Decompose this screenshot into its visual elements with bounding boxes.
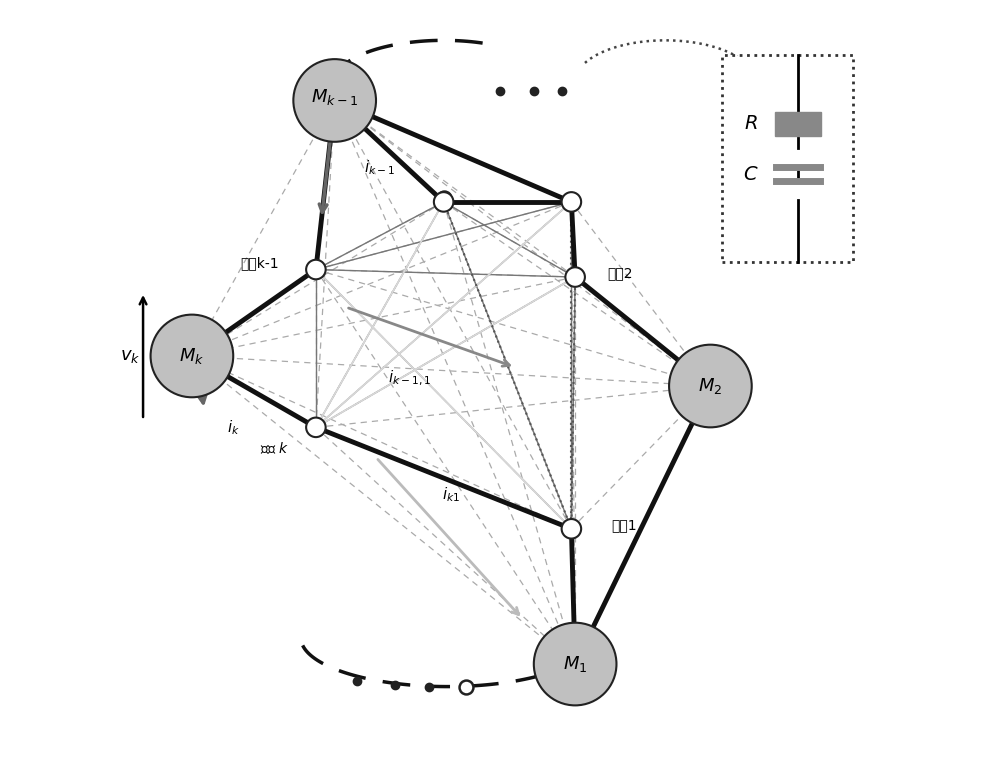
Circle shape: [293, 59, 376, 142]
Bar: [775, 111, 821, 136]
Circle shape: [562, 192, 581, 212]
Text: $i_k$: $i_k$: [227, 418, 240, 437]
Circle shape: [151, 315, 233, 397]
Text: $i_{k-1}$: $i_{k-1}$: [364, 159, 395, 177]
Text: $i_{k-1,1}$: $i_{k-1,1}$: [388, 369, 432, 388]
Text: $M_2$: $M_2$: [698, 376, 723, 396]
Circle shape: [534, 623, 616, 706]
Text: 节点1: 节点1: [611, 518, 637, 532]
FancyBboxPatch shape: [722, 55, 853, 262]
Text: 节点2: 节点2: [607, 266, 633, 280]
Circle shape: [669, 344, 752, 428]
Circle shape: [562, 519, 581, 538]
Circle shape: [565, 267, 585, 287]
Circle shape: [306, 260, 326, 279]
Text: $C$: $C$: [743, 165, 758, 184]
Text: $i_{k1}$: $i_{k1}$: [442, 486, 460, 504]
Text: $M_{k-1}$: $M_{k-1}$: [311, 87, 358, 107]
Text: $M_1$: $M_1$: [563, 654, 587, 674]
Text: $v_k$: $v_k$: [120, 347, 140, 365]
Text: $M_k$: $M_k$: [179, 346, 205, 366]
Text: 节点k-1: 节点k-1: [240, 257, 279, 270]
Text: 节点 $k$: 节点 $k$: [260, 441, 289, 456]
Text: $R$: $R$: [744, 114, 757, 133]
Circle shape: [434, 192, 453, 212]
Circle shape: [306, 418, 326, 437]
